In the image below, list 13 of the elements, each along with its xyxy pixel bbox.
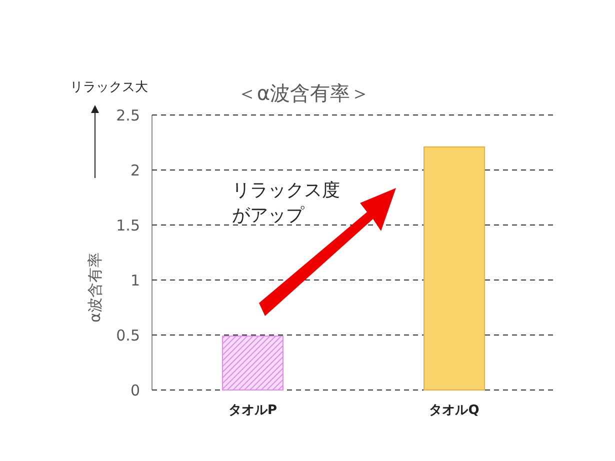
annotation: リラックス度 <box>232 180 340 201</box>
y-tick-label: 0 <box>130 381 140 400</box>
y-tick-label: 2.5 <box>116 106 140 124</box>
x-tick-label: タオルP <box>228 403 278 418</box>
y-tick-label: 1.5 <box>116 216 140 234</box>
x-tick-label: タオルQ <box>429 403 480 418</box>
y-axis-title: α波含有率 <box>86 252 104 322</box>
y-tick-label: 1 <box>130 271 140 290</box>
text: リラックス大 <box>70 80 148 95</box>
chart-title: ＜α波含有率＞ <box>236 81 370 105</box>
annotation: がアップ <box>232 205 305 226</box>
y-tick-label: 0.5 <box>116 326 140 344</box>
y-tick-label: 2 <box>130 161 140 180</box>
